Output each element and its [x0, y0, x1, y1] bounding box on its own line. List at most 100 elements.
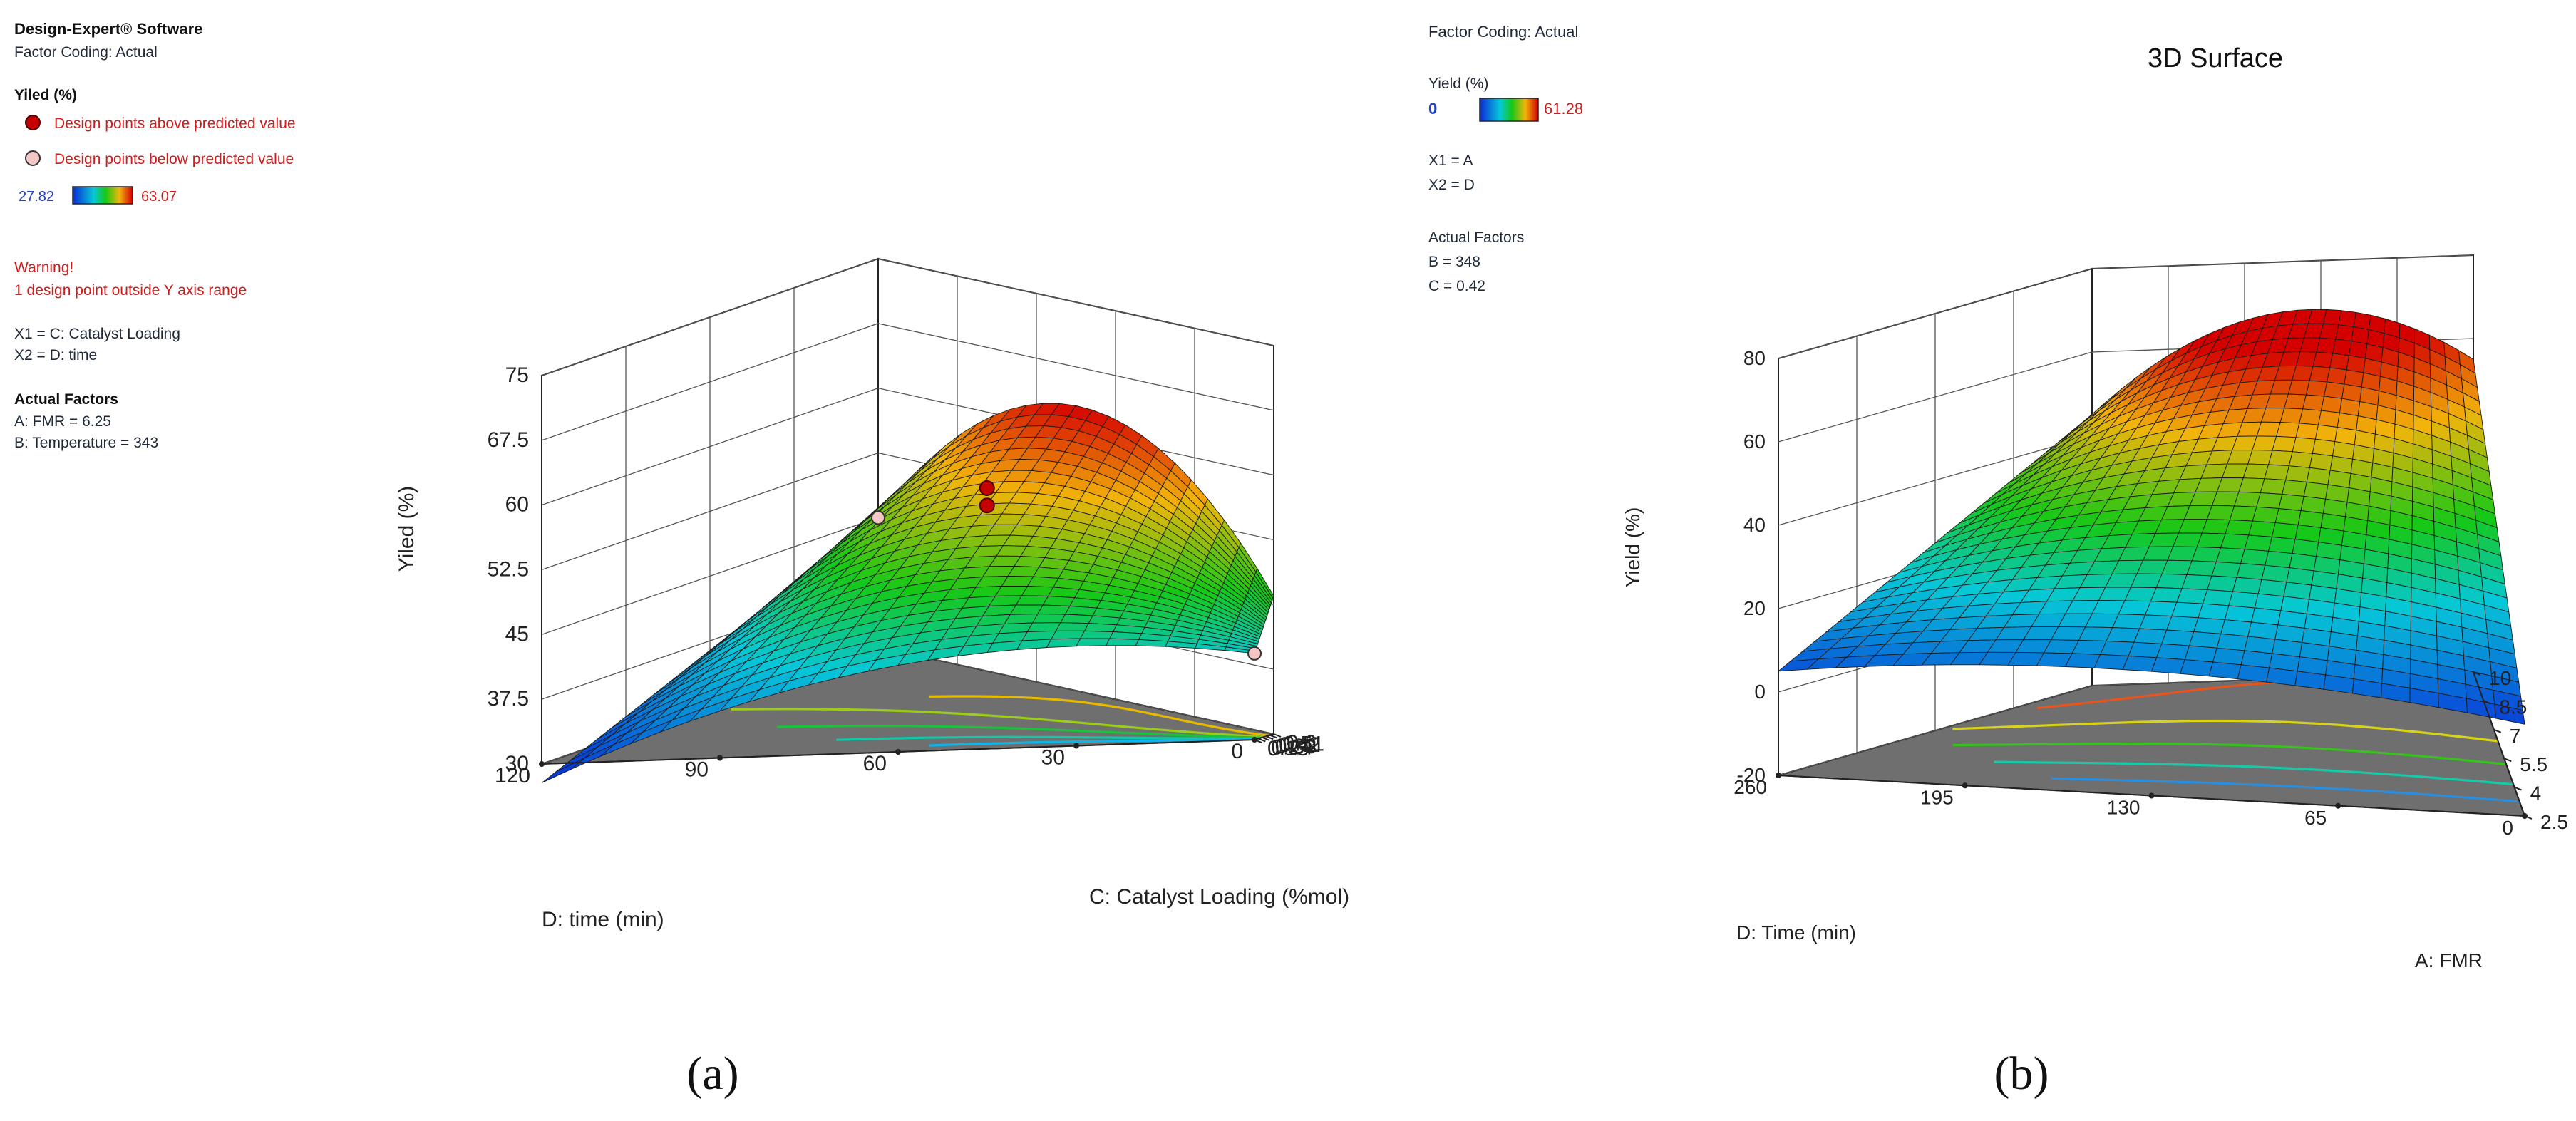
z-tick-label: 20: [1743, 597, 1766, 619]
surface-patch: [2338, 310, 2356, 328]
surface-patch: [2323, 381, 2345, 399]
surface-patch: [1083, 623, 1118, 632]
surface-patch: [2284, 393, 2307, 410]
surface-patch: [1076, 638, 1111, 647]
surface-patch: [2306, 467, 2331, 485]
x-tick-label: 0.24: [1271, 735, 1312, 759]
surface-patch: [2309, 366, 2331, 383]
surface-patch: [2244, 534, 2272, 552]
surface-patch: [2264, 464, 2289, 481]
x1-label-a: X1 = C: Catalyst Loading: [14, 326, 180, 342]
surface-patch: [2180, 659, 2214, 677]
surface-patch: [1042, 596, 1076, 606]
wall-gridline-z: [1778, 254, 2474, 359]
surface-patch: [1108, 631, 1143, 640]
color-min-b: 0: [1428, 100, 1437, 118]
floor-contour-line: [1952, 719, 2498, 743]
color-min-a: 27.82: [19, 189, 54, 205]
surface-patch: [2247, 450, 2273, 465]
y-axis-title: D: time (min): [542, 908, 664, 931]
y-tick-label: 260: [1733, 776, 1767, 798]
surface-patch: [2155, 573, 2188, 589]
color-max-a: 63.07: [141, 189, 177, 205]
y-tick-label: 60: [863, 752, 887, 775]
software-title: Design-Expert® Software: [14, 20, 202, 38]
y-tick-mark: [1962, 782, 1968, 789]
response-label-b: Yield (%): [1428, 76, 1488, 92]
surface-patch: [1080, 630, 1114, 639]
x-tick-mark: [1262, 736, 1270, 741]
z-tick-label: 67.5: [488, 428, 529, 452]
surface-patch: [2240, 549, 2270, 566]
surface-patch: [2133, 628, 2168, 644]
x1-label-b: X1 = A: [1428, 153, 1473, 169]
surface-patch: [2335, 324, 2354, 342]
y-tick-label: 0: [1231, 740, 1243, 763]
surface-patch: [2261, 564, 2290, 583]
surface-patch: [2274, 508, 2302, 525]
x-tick-mark: [2503, 758, 2512, 763]
y-tick-mark: [1252, 737, 1257, 743]
surface-patch: [2238, 477, 2265, 493]
surface-patch: [1060, 614, 1093, 624]
surface-patch: [2332, 339, 2352, 356]
y-tick-label: 195: [1920, 786, 1954, 808]
y-tick-mark: [539, 761, 545, 767]
y-tick-mark: [2148, 792, 2155, 799]
y-tick-label: 90: [685, 758, 709, 782]
legend-above-marker: [25, 115, 41, 130]
floor-contour-line: [731, 708, 1264, 738]
surface-patch: [2224, 605, 2255, 623]
surface-patch: [2188, 631, 2222, 649]
surface-patch: [2150, 587, 2183, 603]
surface-patch: [2316, 337, 2337, 354]
x-tick-label: 5.5: [2520, 753, 2547, 775]
actual-factors-title-b: Actual Factors: [1428, 229, 1524, 246]
surface-patch: [2150, 657, 2185, 674]
x-tick-mark: [1273, 733, 1282, 738]
surface-patch: [2312, 351, 2334, 368]
surface-patch: [2267, 450, 2293, 467]
y-tick-label: 120: [495, 764, 530, 787]
surface-patch: [1037, 604, 1071, 615]
x-tick-label: 8.5: [2499, 696, 2527, 718]
surface-patch: [2312, 438, 2336, 457]
x-tick-mark: [2473, 671, 2481, 676]
surface-patch: [2193, 617, 2225, 634]
surface-patch: [2207, 575, 2237, 592]
surface-patch: [2196, 532, 2226, 549]
y-axis-title: D: Time (min): [1736, 921, 1856, 944]
surface-patch: [1046, 638, 1081, 649]
floor-contour-line: [2051, 777, 2520, 803]
surface-patch: [2211, 561, 2242, 578]
surface-patch: [2220, 533, 2250, 550]
surface-patch: [2202, 589, 2233, 606]
x-tick-label: 0.51: [1283, 733, 1324, 756]
surface-patch: [2139, 614, 2173, 631]
panel-a-info: Design-Expert® Software Factor Coding: A…: [14, 20, 296, 451]
surface-patch: [2201, 519, 2230, 534]
surface-patch: [2171, 601, 2204, 619]
x-tick-mark: [2514, 786, 2522, 791]
factor-b-b: B = 348: [1428, 254, 1480, 270]
z-tick-label: 80: [1743, 347, 1766, 369]
z-tick-label: 30: [505, 752, 529, 775]
surface-patch: [2295, 423, 2319, 440]
y-tick-mark: [895, 749, 901, 755]
design-point-below: [1247, 646, 1262, 661]
surface-patch: [1031, 614, 1066, 624]
x-tick-label: 10: [2489, 667, 2511, 689]
surface-patch: [2299, 408, 2322, 425]
surface-patch: [2122, 655, 2158, 672]
floor-contour-line: [1994, 760, 2514, 786]
surface-chart-b: -20 0 20 40 60 80 2.5 4 5.5 7 8.5 10 0 65 130 195 260 A: …: [1622, 254, 2568, 971]
surface-patch: [2272, 435, 2297, 453]
surface-patch: [2317, 410, 2340, 428]
surface-patch: [1051, 630, 1086, 640]
surface-patch: [1026, 576, 1059, 588]
x-tick-label: 0.15: [1267, 737, 1309, 760]
surface-patch: [2208, 661, 2242, 680]
y-tick-label: 65: [2304, 807, 2327, 829]
wall-gridline-z: [541, 323, 1274, 441]
x-tick-label: 4: [2530, 782, 2542, 805]
